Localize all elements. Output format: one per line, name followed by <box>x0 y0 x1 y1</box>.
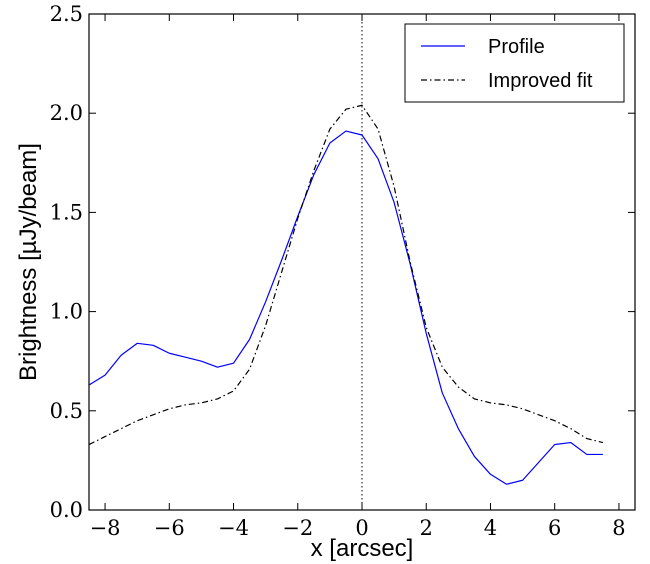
x-axis-label: x [arcsec] <box>311 535 414 562</box>
legend: Profile Improved fit <box>404 23 625 103</box>
x-tick-label: 4 <box>484 516 497 540</box>
legend-label-improved-fit: Improved fit <box>488 70 593 92</box>
y-tick-label: 2.5 <box>50 2 83 26</box>
legend-box <box>404 23 625 103</box>
ticks-layer: −8 −6 −4 −2 0 2 4 6 8 0.0 0.5 1.0 1.5 2.0 2.5 <box>50 2 635 540</box>
y-tick-label: 0.5 <box>50 399 83 423</box>
series-line-profile <box>89 130 603 485</box>
series-line-improved-fit <box>89 104 604 446</box>
y-axis-label: Brightness [µJy/beam] <box>15 143 42 381</box>
y-tick-label: 1.5 <box>50 200 83 224</box>
x-tick-label: −2 <box>282 516 313 540</box>
y-tick-label: 0.0 <box>50 498 83 522</box>
x-tick-label: 6 <box>548 516 561 540</box>
x-tick-label: 8 <box>612 516 625 540</box>
series-layer <box>89 14 604 510</box>
legend-label-profile: Profile <box>488 36 545 58</box>
y-tick-label: 1.0 <box>50 300 83 324</box>
x-tick-label: −4 <box>218 516 249 540</box>
x-tick-label: 0 <box>355 516 368 540</box>
y-tick-label: 2.0 <box>50 101 83 125</box>
x-tick-label: −8 <box>90 516 121 540</box>
x-tick-label: 2 <box>420 516 433 540</box>
x-tick-label: −6 <box>154 516 185 540</box>
